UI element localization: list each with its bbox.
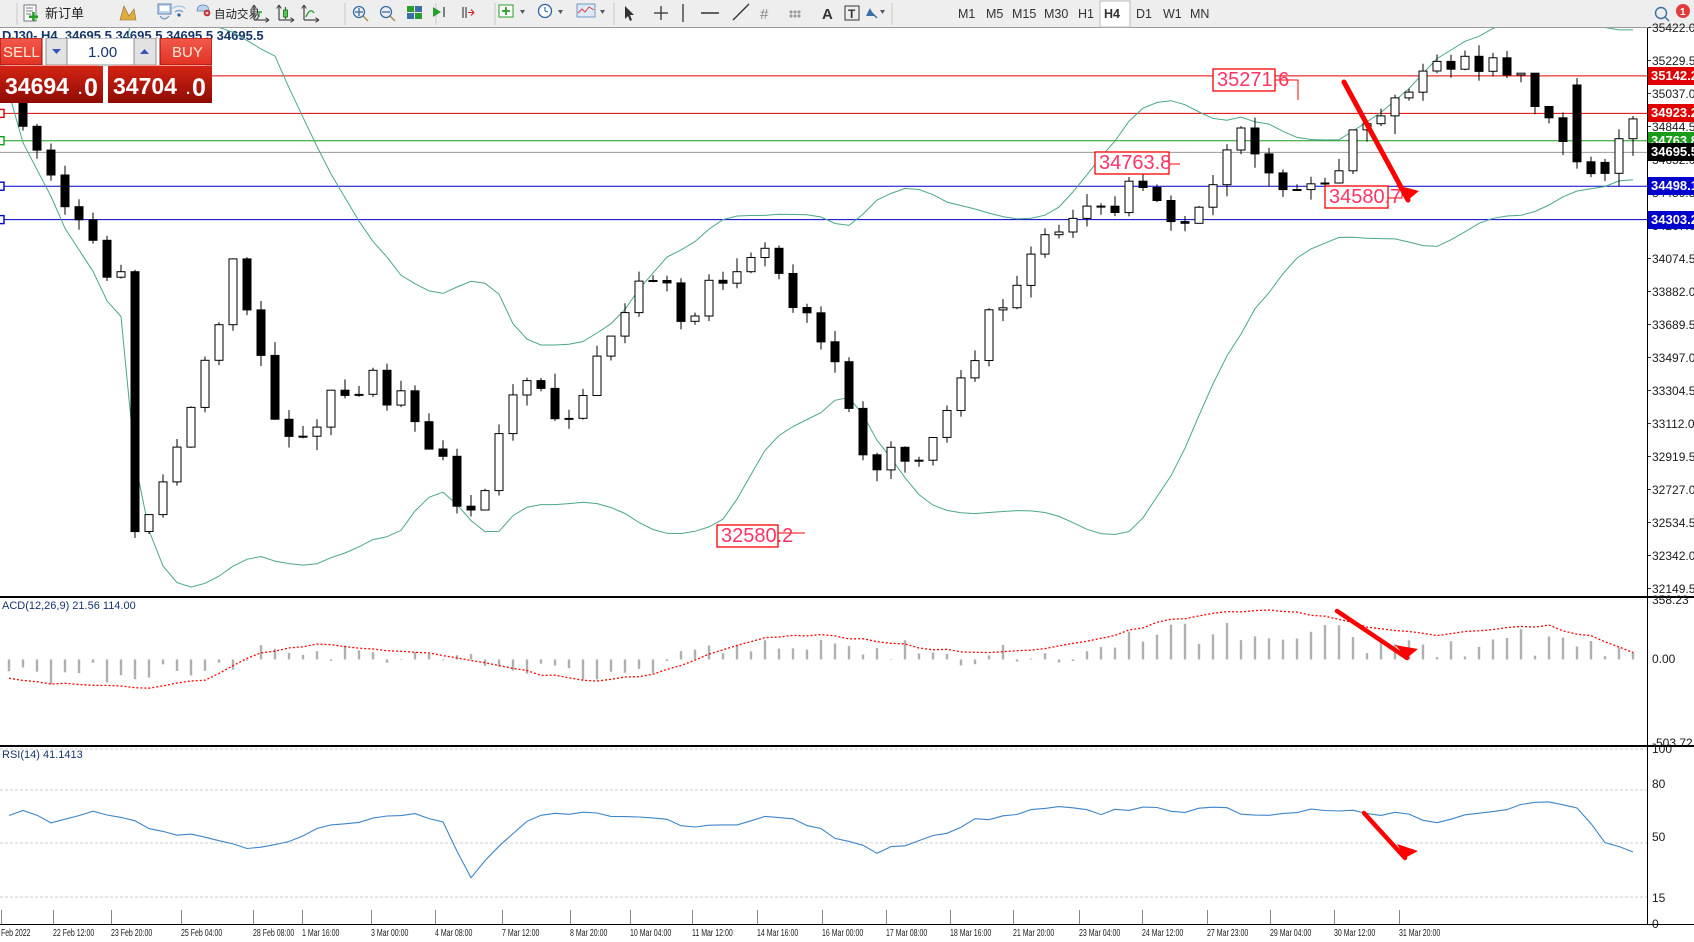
svg-text:34763.8: 34763.8 <box>1099 152 1171 174</box>
svg-text:.: . <box>78 81 82 98</box>
svg-text:35271.6: 35271.6 <box>1217 69 1289 91</box>
svg-text:32580.2: 32580.2 <box>721 525 793 547</box>
svg-text:0: 0 <box>84 74 98 102</box>
svg-text:34704: 34704 <box>113 73 177 99</box>
svg-text:BUY: BUY <box>172 44 203 61</box>
svg-text:34694: 34694 <box>5 73 69 99</box>
svg-text:1: 1 <box>1680 7 1686 18</box>
svg-text:0: 0 <box>192 74 206 102</box>
svg-text:34580.7: 34580.7 <box>1329 186 1401 208</box>
svg-text:SELL: SELL <box>3 44 40 61</box>
svg-text:.: . <box>186 81 190 98</box>
svg-text:1.00: 1.00 <box>88 44 117 61</box>
